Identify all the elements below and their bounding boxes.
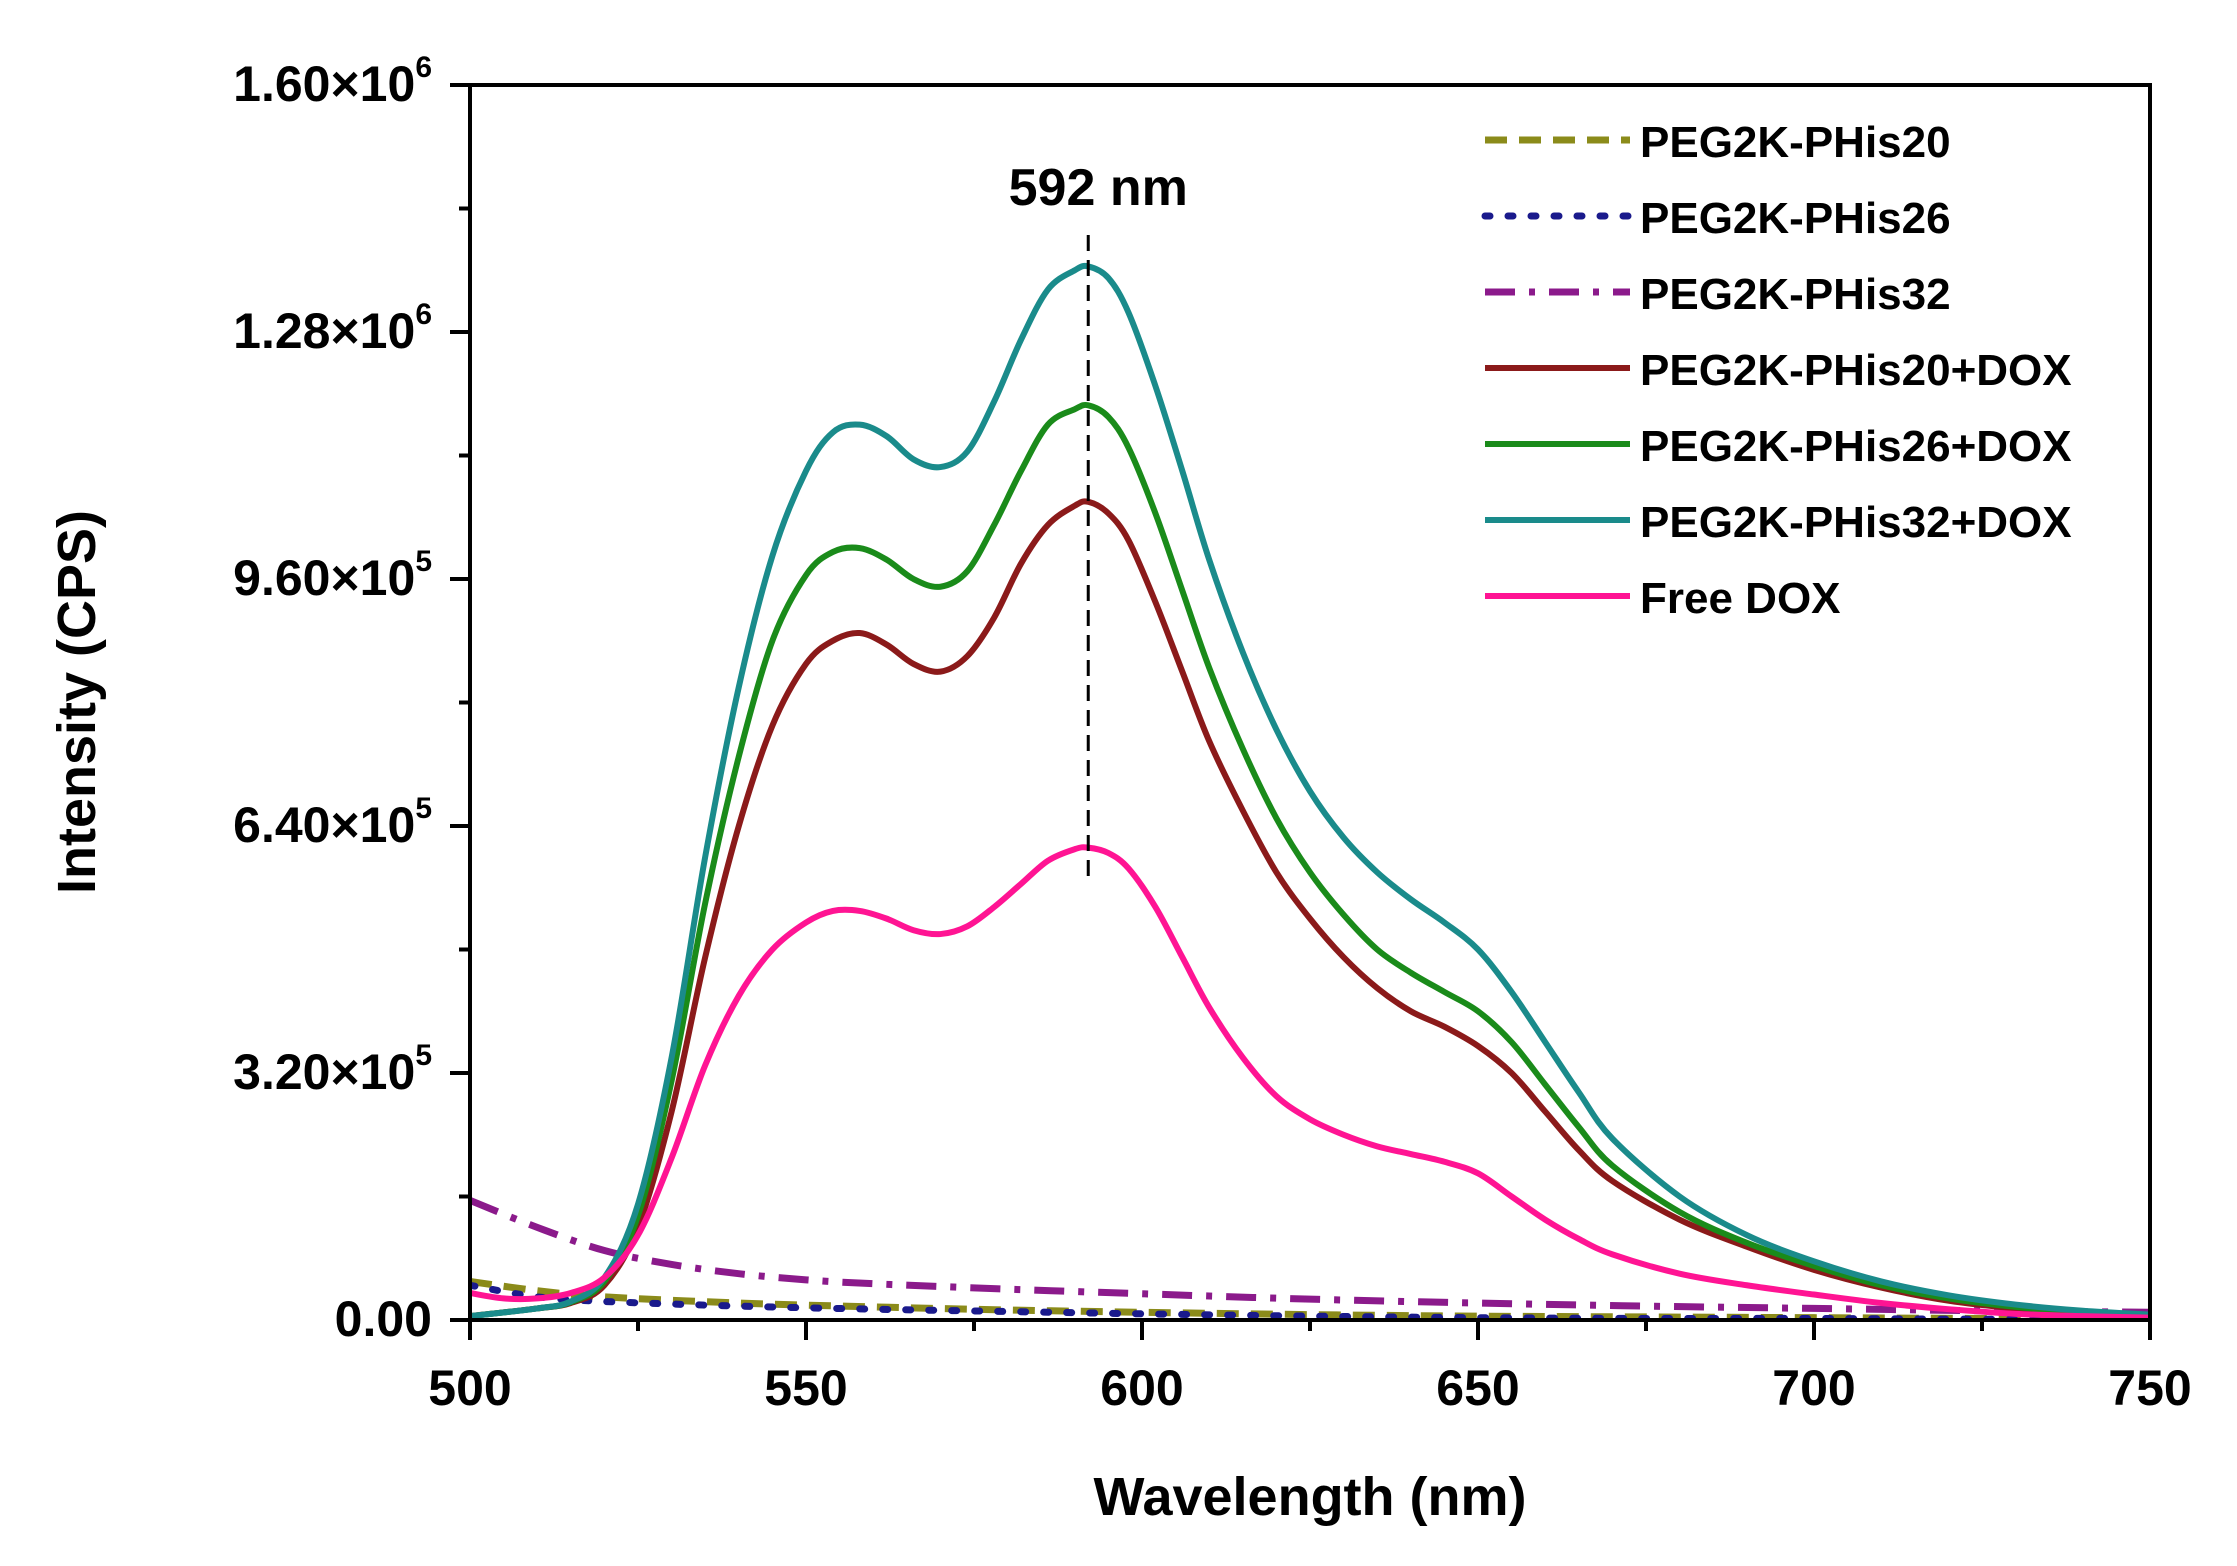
y-tick-label: 1.60×106 <box>233 51 432 112</box>
x-tick-label: 500 <box>428 1360 511 1416</box>
series-line-5 <box>470 401 2150 1320</box>
y-tick-label: 3.20×105 <box>233 1039 432 1100</box>
x-tick-label: 650 <box>1436 1360 1519 1416</box>
series-line-7 <box>470 844 2150 1320</box>
legend-label-1: PEG2K-PHis20 <box>1640 118 1951 167</box>
legend-label-6: PEG2K-PHis32+DOX <box>1640 498 2072 547</box>
x-tick-label: 550 <box>764 1360 847 1416</box>
y-tick-label: 6.40×105 <box>233 792 432 853</box>
legend-label-2: PEG2K-PHis26 <box>1640 194 1951 243</box>
series-line-3 <box>470 1197 2150 1316</box>
y-tick-label: 1.28×106 <box>233 298 432 359</box>
x-tick-label: 700 <box>1772 1360 1855 1416</box>
legend-label-3: PEG2K-PHis32 <box>1640 270 1951 319</box>
x-tick-label: 750 <box>2108 1360 2191 1416</box>
y-tick-label: 0.00 <box>335 1291 432 1347</box>
x-axis-label: Wavelength (nm) <box>1093 1467 1526 1527</box>
legend-label-4: PEG2K-PHis20+DOX <box>1640 346 2072 395</box>
series-line-4 <box>470 498 2150 1320</box>
peak-annotation-label: 592 nm <box>1009 159 1188 217</box>
y-tick-label: 9.60×105 <box>233 545 432 606</box>
series-line-6 <box>470 262 2150 1320</box>
x-tick-label: 600 <box>1100 1360 1183 1416</box>
legend-label-5: PEG2K-PHis26+DOX <box>1640 422 2072 471</box>
legend-label-7: Free DOX <box>1640 574 1841 623</box>
y-axis-label: Intensity (CPS) <box>47 510 107 894</box>
